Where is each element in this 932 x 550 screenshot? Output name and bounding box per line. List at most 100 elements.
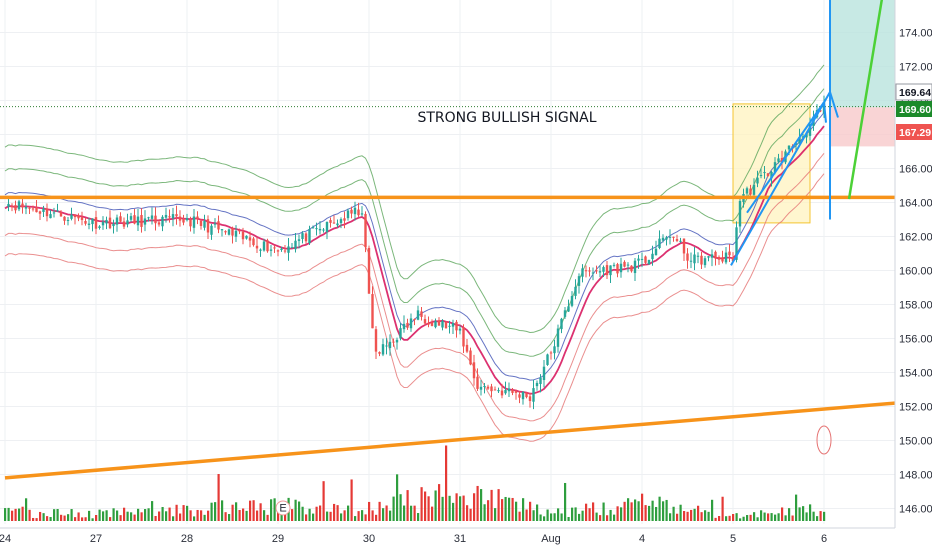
earnings-event-label: E — [279, 503, 286, 515]
candle-body-92 — [325, 222, 329, 232]
volume-bar-141 — [497, 489, 500, 521]
volume-bar-21 — [77, 512, 80, 521]
volume-bar-162 — [571, 507, 574, 521]
candle-body-182 — [640, 258, 644, 260]
candle-body-228 — [801, 136, 805, 138]
volume-bar-1 — [7, 507, 10, 521]
candle-body-105 — [371, 294, 374, 329]
candle-body-222 — [780, 157, 784, 164]
candle-body-215 — [756, 177, 759, 184]
candle-body-10 — [38, 211, 42, 214]
candle-body-49 — [175, 214, 178, 217]
candle-body-178 — [626, 264, 630, 266]
candle-body-54 — [192, 216, 196, 228]
candle-body-31 — [112, 223, 115, 227]
candle-body-77 — [273, 247, 276, 249]
volume-bar-214 — [753, 512, 756, 521]
volume-bar-6 — [25, 498, 28, 521]
volume-bar-67 — [238, 509, 241, 521]
candle-body-51 — [182, 219, 185, 223]
candle-body-18 — [66, 219, 70, 221]
candle-body-85 — [301, 233, 304, 240]
drawing-lines[interactable] — [0, 0, 896, 480]
volume-bar-2 — [11, 510, 14, 521]
volume-bar-200 — [704, 510, 707, 521]
candle-body-154 — [542, 366, 546, 380]
volume-bar-104 — [368, 501, 371, 521]
time-tick-6: Aug — [541, 533, 561, 545]
volume-bar-123 — [434, 490, 437, 521]
volume-bar-229 — [805, 512, 808, 521]
candle-body-25 — [91, 218, 94, 225]
candle-body-203 — [714, 251, 717, 259]
volume-bar-79 — [280, 514, 283, 521]
volume-bar-89 — [315, 506, 318, 521]
volume-bar-7 — [28, 509, 31, 521]
candle-body-80 — [283, 250, 287, 252]
candle-body-146 — [514, 391, 518, 393]
candle-body-162 — [570, 296, 574, 306]
volume-bar-15 — [56, 509, 59, 521]
volume-bar-49 — [175, 504, 178, 521]
volume-bar-98 — [347, 505, 350, 521]
volume-bar-170 — [599, 515, 602, 521]
candle-body-37 — [133, 215, 136, 224]
volume-bar-194 — [683, 511, 686, 521]
volume-bar-215 — [756, 517, 759, 521]
time-tick-3: 29 — [272, 533, 284, 545]
time-tick-7: 4 — [639, 533, 645, 545]
volume-bar-179 — [630, 502, 633, 521]
price-tick-0: 146.00 — [899, 504, 932, 516]
candle-body-29 — [105, 219, 108, 224]
candle-body-205 — [721, 257, 724, 262]
time-axis-bg — [0, 528, 932, 550]
volume-bar-22 — [81, 517, 84, 521]
price-tick-4: 154.00 — [899, 368, 932, 380]
candle-body-158 — [556, 328, 560, 347]
candle-body-220 — [773, 162, 777, 173]
candle-body-163 — [574, 286, 577, 296]
candle-body-229 — [805, 133, 808, 138]
chart-labels: STRONG BULLISH SIGNAL E — [275, 110, 597, 516]
candle-body-208 — [731, 257, 735, 262]
price-tick-3: 152.00 — [899, 402, 932, 414]
volume-bar-34 — [123, 507, 126, 521]
volume-bar-117 — [413, 505, 416, 521]
volume-bar-62 — [221, 500, 224, 521]
volume-bar-46 — [165, 511, 168, 521]
candle-body-60 — [213, 223, 217, 225]
candle-body-188 — [661, 237, 665, 241]
volume-bar-92 — [326, 511, 329, 521]
volume-bar-59 — [210, 502, 213, 521]
candle-body-135 — [476, 376, 479, 389]
volume-bar-227 — [798, 507, 801, 521]
candle-body-196 — [689, 260, 693, 262]
volume-bar-26 — [95, 515, 98, 521]
candle-body-108 — [381, 344, 385, 355]
volume-bar-128 — [452, 502, 455, 521]
candle-body-206 — [724, 252, 728, 263]
price-tag-1: 169.60 — [899, 104, 931, 116]
candle-body-78 — [276, 250, 280, 252]
volume-bar-175 — [616, 506, 619, 521]
candle-body-155 — [546, 354, 549, 365]
time-axis[interactable]: 24 27 28 29 30 31 Aug 4 5 6 — [0, 527, 932, 550]
volume-bar-13 — [49, 517, 52, 521]
candle-body-66 — [234, 230, 238, 237]
volume-highlight-ellipse — [816, 425, 832, 455]
candle-body-48 — [171, 214, 175, 219]
target-zone — [830, 0, 895, 108]
candle-body-145 — [511, 389, 514, 393]
candle-body-150 — [528, 396, 532, 402]
candle-body-38 — [136, 216, 140, 226]
volume-bar-122 — [431, 506, 434, 521]
volume-bar-63 — [224, 512, 227, 521]
volume-bar-190 — [669, 513, 672, 521]
price-axis[interactable]: 146.00 148.00 150.00 152.00 154.00 156.00 158.… — [894, 0, 932, 550]
candle-body-130 — [458, 328, 462, 331]
candle-body-170 — [598, 271, 602, 273]
candle-body-123 — [434, 321, 437, 328]
volume-bar-19 — [70, 509, 73, 521]
volume-bar-157 — [553, 513, 556, 521]
